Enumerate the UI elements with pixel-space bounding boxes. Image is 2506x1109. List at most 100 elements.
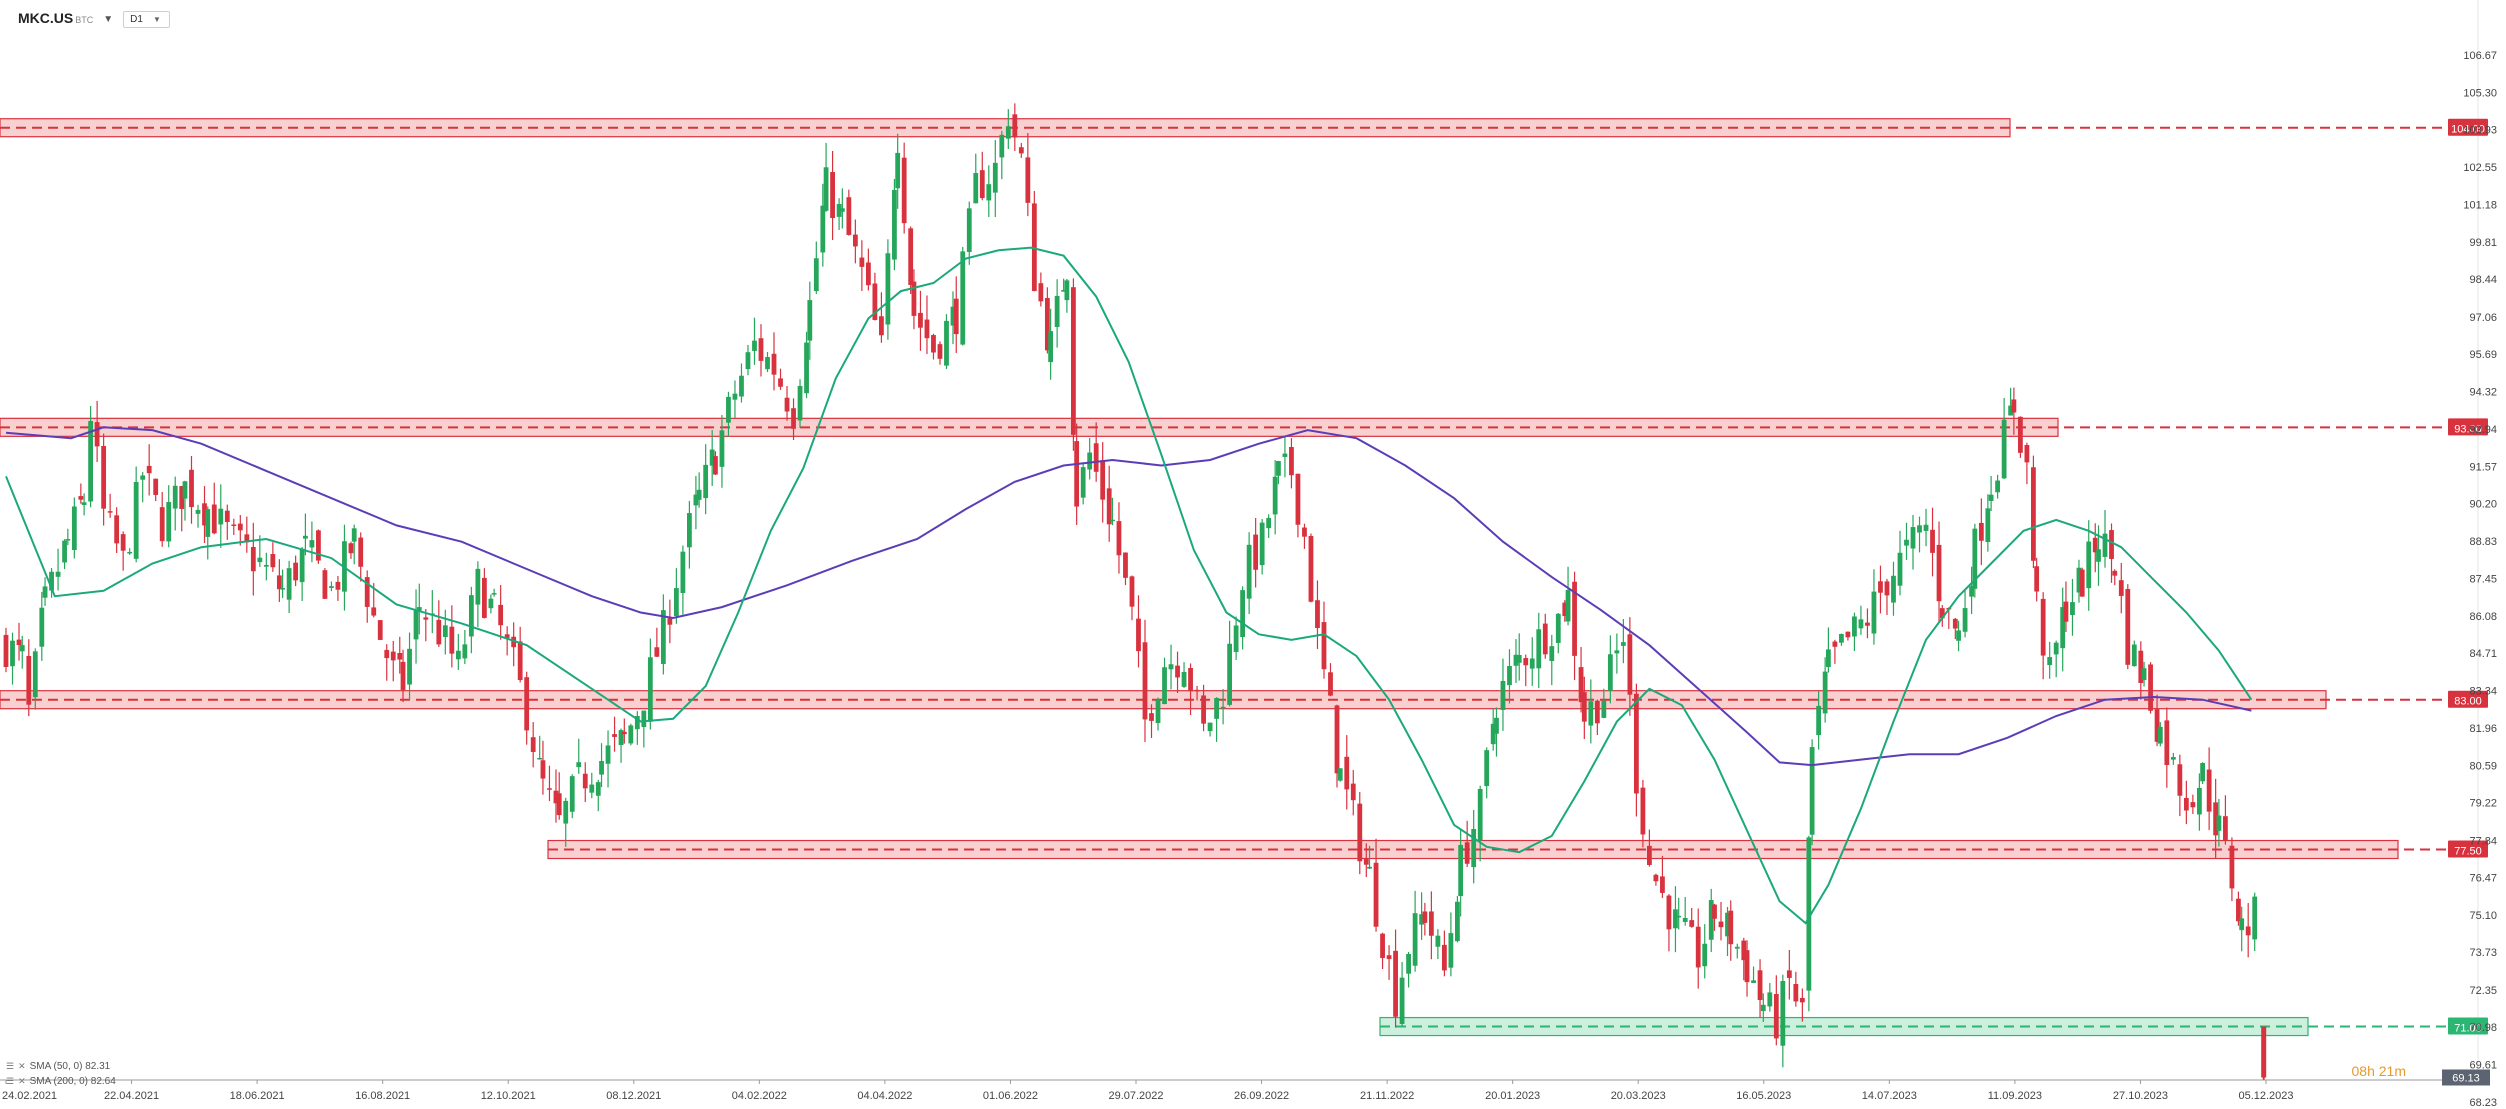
candle-body	[2216, 815, 2222, 831]
timeframe-select[interactable]: D1 ▼	[123, 10, 170, 28]
candle-body	[524, 677, 530, 731]
candle-body	[133, 481, 139, 559]
candle-body	[2245, 926, 2251, 936]
candle-body	[2236, 898, 2241, 922]
candle-body	[696, 489, 702, 500]
candle-body	[1744, 950, 1750, 983]
candle-body	[1676, 915, 1682, 918]
candle-body	[1513, 654, 1519, 666]
candle-body	[713, 456, 718, 475]
candle-body	[2223, 816, 2228, 841]
candle-body	[1129, 576, 1135, 607]
candle-body	[475, 568, 481, 605]
candle-body	[1904, 539, 1909, 546]
candle-body	[55, 571, 61, 577]
candle-body	[950, 306, 956, 326]
close-icon[interactable]: ✕	[18, 1076, 26, 1086]
candle-body	[2157, 726, 2163, 744]
candle-body	[1793, 983, 1799, 1002]
candle-body	[839, 208, 845, 212]
y-tick-label: 72.35	[2469, 985, 2497, 997]
x-tick-label: 05.12.2023	[2238, 1090, 2293, 1102]
candle-body	[537, 757, 543, 760]
symbol-label[interactable]: MKC.US BTC	[18, 10, 93, 28]
candle-body	[953, 298, 959, 335]
candle-body	[732, 393, 738, 400]
candle-body	[2200, 763, 2206, 782]
candle-body	[1357, 803, 1363, 862]
candle-body	[1581, 692, 1587, 722]
candle-body	[1712, 904, 1717, 919]
y-tick-label: 87.45	[2469, 574, 2497, 586]
candle-body	[462, 644, 468, 659]
candle-body	[302, 535, 308, 539]
candle-body	[1100, 460, 1106, 500]
symbol-dropdown-icon[interactable]: ▼	[103, 13, 114, 25]
menu-icon[interactable]: ☰	[6, 1076, 15, 1086]
candle-body	[348, 543, 354, 554]
candle-body	[569, 776, 575, 812]
candle-body	[1448, 933, 1454, 968]
candle-body	[1005, 126, 1011, 139]
candle-body	[309, 540, 315, 548]
candle-body	[1562, 602, 1568, 617]
menu-icon[interactable]: ☰	[6, 1061, 15, 1071]
candle-body	[1412, 913, 1418, 966]
candle-body	[1627, 634, 1633, 695]
candle-body	[1962, 608, 1968, 632]
candle-body	[120, 534, 126, 551]
candle-body	[1936, 544, 1942, 602]
candle-body	[1149, 713, 1154, 721]
candle-body	[211, 504, 217, 534]
candle-body	[1071, 287, 1076, 435]
candle-body	[2183, 797, 2189, 811]
candle-body	[1956, 630, 1961, 641]
x-tick-label: 21.11.2022	[1360, 1090, 1414, 1102]
candle-body	[966, 208, 972, 252]
last-price-tag	[2442, 1069, 2490, 1086]
candle-body	[1464, 842, 1470, 864]
y-tick-label: 106.67	[2463, 50, 2497, 62]
candle-body	[2109, 530, 2114, 559]
candle-body	[986, 184, 992, 201]
candle-body	[999, 134, 1005, 158]
candle-body	[1516, 654, 1522, 663]
candle-body	[1188, 667, 1193, 692]
chevron-down-icon: ▼	[152, 14, 161, 24]
candle-body	[1607, 654, 1613, 691]
candle-body	[1018, 147, 1024, 154]
candle-body	[680, 551, 686, 594]
candle-body	[530, 737, 536, 752]
candle-body	[1227, 643, 1233, 705]
candle-body	[1614, 650, 1620, 654]
candle-body	[1344, 756, 1350, 790]
candle-body	[1484, 750, 1490, 787]
y-tick-label: 94.32	[2469, 386, 2497, 398]
zone-104.00[interactable]	[0, 118, 2011, 138]
exchange-label: BTC	[75, 15, 94, 25]
candle-body	[1136, 618, 1141, 652]
close-icon[interactable]: ✕	[18, 1061, 26, 1071]
candle-body	[621, 731, 627, 735]
candle-body	[3, 634, 9, 668]
candle-body	[1048, 331, 1054, 363]
candle-body	[1757, 970, 1763, 1000]
candle-body	[673, 588, 679, 616]
indicator-sma200[interactable]: ☰ ✕ SMA (200, 0) 82.64	[6, 1076, 116, 1087]
y-tick-label: 79.22	[2469, 798, 2497, 810]
candle-body	[1725, 912, 1730, 937]
indicator-sma50[interactable]: ☰ ✕ SMA (50, 0) 82.31	[6, 1061, 110, 1072]
candle-body	[660, 610, 666, 664]
candle-body	[563, 800, 569, 824]
candle-body	[2063, 601, 2069, 622]
y-tick-label: 91.57	[2469, 461, 2497, 473]
candle-body	[1142, 642, 1148, 720]
candle-body	[511, 636, 517, 648]
indicator-sma200-label: SMA (200, 0) 82.64	[29, 1076, 116, 1087]
candle-body	[944, 320, 949, 366]
candle-body	[1718, 921, 1724, 928]
candle-body	[2229, 845, 2235, 889]
candle-body	[1276, 461, 1281, 476]
candle-body	[1455, 901, 1460, 942]
